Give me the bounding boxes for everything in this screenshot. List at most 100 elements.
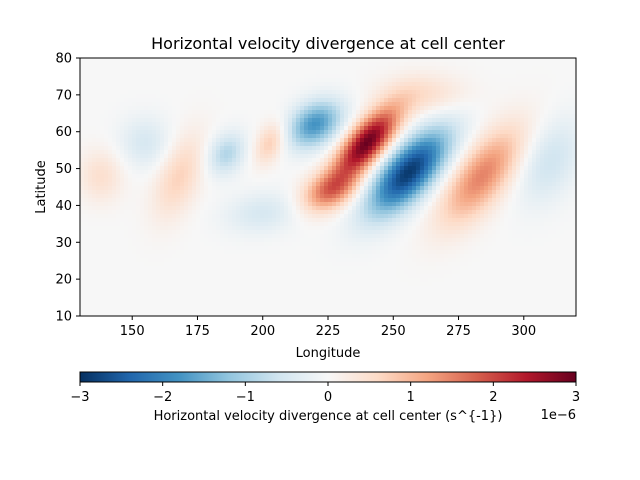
heatmap-cell	[468, 170, 473, 175]
heatmap-cell	[388, 174, 393, 179]
heatmap-cell	[312, 150, 317, 155]
heatmap-cell	[248, 74, 253, 79]
heatmap-cell	[204, 190, 209, 195]
heatmap-cell	[404, 158, 409, 163]
heatmap-cell	[460, 58, 465, 63]
heatmap-cell	[136, 94, 141, 99]
heatmap-cell	[112, 146, 117, 151]
heatmap-cell	[284, 138, 289, 143]
heatmap-cell	[360, 94, 365, 99]
heatmap-cell	[480, 66, 485, 71]
heatmap-cell	[84, 86, 89, 91]
heatmap-cell	[476, 106, 481, 111]
heatmap-cell	[256, 98, 261, 103]
heatmap-cell	[184, 86, 189, 91]
heatmap-cell	[376, 202, 381, 207]
heatmap-cell	[540, 174, 545, 179]
heatmap-cell	[100, 58, 105, 63]
heatmap-cell	[376, 138, 381, 143]
heatmap-cell	[416, 78, 421, 83]
heatmap-cell	[260, 202, 265, 207]
heatmap-cell	[284, 134, 289, 139]
heatmap-cell	[304, 62, 309, 67]
heatmap-cell	[516, 154, 521, 159]
heatmap-cell	[568, 150, 573, 155]
heatmap-cell	[508, 194, 513, 199]
heatmap-cell	[488, 58, 493, 63]
heatmap-cell	[344, 178, 349, 183]
heatmap-cell	[248, 186, 253, 191]
heatmap-cell	[552, 182, 557, 187]
heatmap-cell	[548, 62, 553, 67]
heatmap-cell	[528, 170, 533, 175]
heatmap-cell	[152, 142, 157, 147]
heatmap-cell	[408, 126, 413, 131]
heatmap-cell	[500, 154, 505, 159]
heatmap-cell	[508, 182, 513, 187]
heatmap-cell	[424, 154, 429, 159]
heatmap-cell	[524, 150, 529, 155]
heatmap-cell	[476, 166, 481, 171]
heatmap-cell	[176, 58, 181, 63]
heatmap-cell	[148, 190, 153, 195]
heatmap-cell	[368, 110, 373, 115]
heatmap-cell	[496, 198, 501, 203]
heatmap-cell	[544, 58, 549, 63]
heatmap-cell	[400, 126, 405, 131]
heatmap-cell	[236, 78, 241, 83]
heatmap-cell	[320, 182, 325, 187]
heatmap-cell	[348, 78, 353, 83]
heatmap-cell	[380, 82, 385, 87]
heatmap-cell	[504, 58, 509, 63]
heatmap-cell	[296, 178, 301, 183]
heatmap-cell	[324, 190, 329, 195]
heatmap-cell	[112, 166, 117, 171]
heatmap-cell	[172, 134, 177, 139]
heatmap-cell	[424, 170, 429, 175]
heatmap-cell	[244, 158, 249, 163]
heatmap-cell	[280, 130, 285, 135]
heatmap-cell	[516, 58, 521, 63]
heatmap-cell	[144, 178, 149, 183]
heatmap-cell	[468, 66, 473, 71]
heatmap-cell	[548, 198, 553, 203]
heatmap-cell	[536, 158, 541, 163]
heatmap-cell	[220, 202, 225, 207]
heatmap-cell	[328, 94, 333, 99]
heatmap-cell	[356, 198, 361, 203]
heatmap-cell	[572, 186, 577, 191]
heatmap-cell	[92, 146, 97, 151]
heatmap-cell	[388, 118, 393, 123]
heatmap-cell	[116, 186, 121, 191]
heatmap-cell	[160, 130, 165, 135]
heatmap-cell	[284, 214, 289, 219]
heatmap-cell	[312, 210, 317, 215]
heatmap-cell	[116, 58, 121, 63]
heatmap-cell	[348, 74, 353, 79]
heatmap-cell	[400, 94, 405, 99]
heatmap-cell	[384, 166, 389, 171]
heatmap-cell	[88, 198, 93, 203]
heatmap-cell	[236, 102, 241, 107]
heatmap-cell	[84, 190, 89, 195]
heatmap-cell	[364, 210, 369, 215]
heatmap-cell	[500, 58, 505, 63]
heatmap-cell	[184, 206, 189, 211]
heatmap-cell	[140, 170, 145, 175]
heatmap-cell	[496, 118, 501, 123]
heatmap-cell	[568, 202, 573, 207]
heatmap-cell	[140, 110, 145, 115]
heatmap-cell	[436, 146, 441, 151]
heatmap-cell	[212, 74, 217, 79]
heatmap-cell	[376, 62, 381, 67]
heatmap-cell	[148, 70, 153, 75]
heatmap-cell	[316, 138, 321, 143]
heatmap-cell	[564, 170, 569, 175]
heatmap-cell	[348, 110, 353, 115]
heatmap-cell	[416, 202, 421, 207]
heatmap-cell	[268, 102, 273, 107]
heatmap-cell	[128, 186, 133, 191]
heatmap-cell	[256, 182, 261, 187]
heatmap-cell	[232, 102, 237, 107]
heatmap-cell	[220, 130, 225, 135]
